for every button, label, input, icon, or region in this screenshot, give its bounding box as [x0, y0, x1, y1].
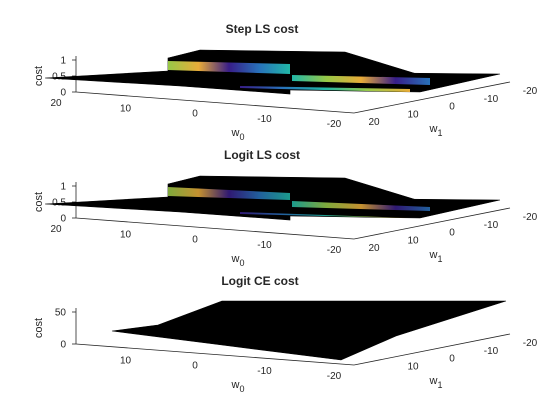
subplot-1: Step LS cost00.51cost20100-10-2020100-10…	[33, 22, 538, 142]
y-axis-label-subscript: 1	[437, 380, 442, 390]
x-tick-label: 10	[120, 103, 132, 114]
y-tick-label: 10	[407, 361, 419, 372]
y-tick-label: -20	[523, 338, 538, 349]
surface-edge-band	[240, 212, 410, 218]
x-tick-label: 0	[192, 361, 198, 372]
z-tick-label: 0	[60, 214, 66, 225]
y-axis-label-subscript: 1	[437, 254, 442, 264]
x-tick-label: -10	[257, 366, 272, 377]
chart-title: Logit LS cost	[224, 148, 300, 162]
surface-edge-band	[168, 61, 290, 74]
x-tick-label: 20	[50, 98, 62, 109]
x-axis-label: w0	[231, 253, 245, 268]
y-tick-label: -20	[523, 86, 538, 97]
x-tick-label: 10	[120, 229, 132, 240]
y-tick-label: 10	[407, 109, 419, 120]
surface-edge-band	[240, 86, 410, 92]
x-tick-label: -20	[327, 245, 342, 256]
x-axis-line	[75, 217, 355, 240]
surface-edge-band	[168, 187, 290, 200]
surface-ridge	[167, 175, 431, 207]
z-axis-label: cost	[33, 192, 45, 212]
y-tick-label: -10	[484, 346, 499, 357]
z-axis-label: cost	[33, 318, 45, 338]
y-tick-label: 0	[449, 102, 455, 113]
y-axis-line	[353, 207, 511, 240]
z-tick-label: 1	[60, 56, 66, 67]
x-tick-label: -20	[327, 371, 342, 382]
y-tick-label: 20	[368, 243, 380, 254]
x-tick-label: -10	[257, 114, 272, 125]
x-tick-label: 10	[120, 355, 132, 366]
subplot-2: Logit LS cost00.51cost20100-10-2020100-1…	[33, 148, 538, 268]
y-tick-label: -10	[484, 220, 499, 231]
surface	[111, 300, 507, 361]
x-tick-label: 0	[192, 109, 198, 120]
y-tick-label: -20	[523, 212, 538, 223]
x-axis-label-subscript: 0	[239, 384, 244, 394]
x-axis-label: w0	[231, 379, 245, 394]
surface-edge-band	[292, 201, 430, 211]
y-tick-label: 20	[368, 117, 380, 128]
chart-title: Logit CE cost	[221, 274, 298, 288]
x-tick-label: 20	[50, 224, 62, 235]
y-axis-label: w1	[429, 249, 443, 264]
z-tick-label: 50	[55, 308, 67, 319]
y-axis-line	[353, 81, 511, 114]
z-tick-label: 0	[60, 340, 66, 351]
z-axis-label: cost	[33, 66, 45, 86]
y-tick-label: -10	[484, 94, 499, 105]
y-tick-label: 10	[407, 235, 419, 246]
x-axis-label: w0	[231, 127, 245, 142]
x-tick-label: -10	[257, 240, 272, 251]
surface-edge-band	[292, 75, 430, 85]
z-tick-label: 0	[60, 88, 66, 99]
x-axis-label-subscript: 0	[239, 132, 244, 142]
y-axis-label: w1	[429, 375, 443, 390]
y-axis-label: w1	[429, 123, 443, 138]
x-axis-line	[75, 343, 355, 366]
chart-title: Step LS cost	[226, 22, 299, 36]
z-tick-label: 1	[60, 182, 66, 193]
y-tick-label: 0	[449, 354, 455, 365]
x-tick-label: 0	[192, 235, 198, 246]
x-axis-line	[75, 91, 355, 114]
y-axis-line	[353, 333, 511, 366]
x-tick-label: -20	[327, 119, 342, 130]
y-tick-label: 0	[449, 228, 455, 239]
x-axis-label-subscript: 0	[239, 258, 244, 268]
y-axis-label-subscript: 1	[437, 128, 442, 138]
